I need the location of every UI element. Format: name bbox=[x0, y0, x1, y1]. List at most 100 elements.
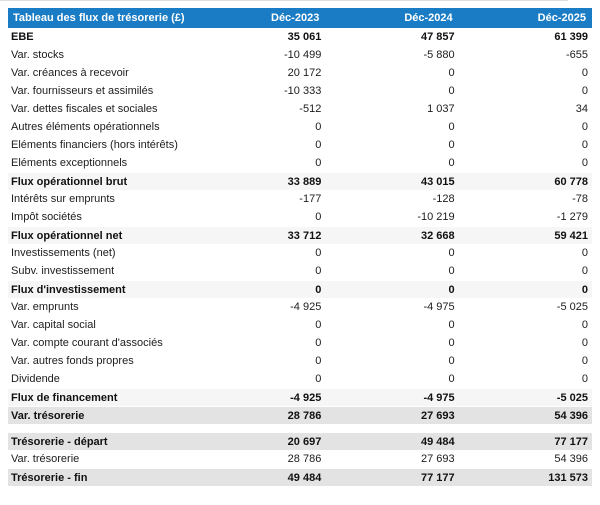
row-value: 0 bbox=[448, 157, 455, 169]
table-row: Intérêts sur emprunts -177 -128 -78 bbox=[8, 190, 592, 208]
row-value: 0 bbox=[448, 355, 455, 367]
row-value: 0 bbox=[448, 265, 455, 277]
row-value: 33 712 bbox=[287, 230, 322, 242]
row-value: 0 bbox=[448, 373, 455, 385]
row-value: 49 484 bbox=[421, 436, 455, 448]
row-label: Subv. investissement bbox=[11, 265, 115, 277]
row-value: 0 bbox=[315, 373, 322, 385]
row-value: 20 172 bbox=[287, 67, 322, 79]
row-value: 0 bbox=[581, 247, 588, 259]
row-value: 0 bbox=[581, 67, 588, 79]
row-value: -5 880 bbox=[423, 49, 455, 61]
row-value: 33 889 bbox=[287, 176, 322, 188]
row-value: 0 bbox=[448, 319, 455, 331]
row-label: Var. autres fonds propres bbox=[11, 355, 134, 367]
row-label: Investissements (net) bbox=[11, 247, 116, 259]
row-value: -4 975 bbox=[423, 301, 455, 313]
top-divider bbox=[0, 0, 568, 1]
row-value: 27 693 bbox=[421, 453, 455, 465]
row-value: 0 bbox=[448, 139, 455, 151]
table-row: Var. emprunts -4 925 -4 975 -5 025 bbox=[8, 298, 592, 316]
table-header-row: Tableau des flux de trésorerie (£) Déc-2… bbox=[8, 8, 592, 28]
table-row: Dividende 0 0 0 bbox=[8, 370, 592, 388]
column-header-dec-2024: Déc-2024 bbox=[404, 12, 453, 24]
row-value: 0 bbox=[448, 121, 455, 133]
row-value: 1 037 bbox=[427, 103, 455, 115]
row-label: Var. dettes fiscales et sociales bbox=[11, 103, 158, 115]
row-value: -4 975 bbox=[423, 392, 455, 404]
row-value: 49 484 bbox=[287, 472, 322, 484]
table-row: Var. trésorerie 28 786 27 693 54 396 bbox=[8, 450, 592, 468]
table-row: Var. autres fonds propres 0 0 0 bbox=[8, 352, 592, 370]
table-body: EBE 35 061 47 857 61 399 Var. stocks -10 499 -… bbox=[8, 28, 592, 486]
cashflow-table: Tableau des flux de trésorerie (£) Déc-2… bbox=[8, 8, 592, 486]
row-value: 61 399 bbox=[554, 31, 588, 43]
row-label: Var. fournisseurs et assimilés bbox=[11, 85, 154, 97]
row-value: 34 bbox=[575, 103, 588, 115]
row-value: -78 bbox=[572, 193, 588, 205]
row-value: 54 396 bbox=[554, 410, 588, 422]
row-value: 0 bbox=[581, 355, 588, 367]
row-value: 0 bbox=[448, 247, 455, 259]
row-value: 0 bbox=[581, 265, 588, 277]
row-value: 0 bbox=[581, 373, 588, 385]
row-value: 0 bbox=[315, 284, 322, 296]
table-row: Flux d'investissement 0 0 0 bbox=[8, 280, 592, 298]
row-label: Eléments financiers (hors intérêts) bbox=[11, 139, 178, 151]
row-value: 0 bbox=[448, 67, 455, 79]
row-label: Flux de financement bbox=[11, 392, 118, 404]
row-value: 35 061 bbox=[287, 31, 322, 43]
column-header-dec-2023: Déc-2023 bbox=[271, 12, 320, 24]
row-value: 0 bbox=[448, 85, 455, 97]
row-value: 0 bbox=[315, 157, 322, 169]
table-row: Var. compte courant d'associés 0 0 0 bbox=[8, 334, 592, 352]
row-value: 20 697 bbox=[287, 436, 322, 448]
row-label: Var. compte courant d'associés bbox=[11, 337, 163, 349]
row-value: -10 499 bbox=[284, 49, 322, 61]
table-row: Autres éléments opérationnels 0 0 0 bbox=[8, 118, 592, 136]
row-label: Var. emprunts bbox=[11, 301, 79, 313]
row-spacer bbox=[8, 424, 592, 432]
column-header-dec-2025: Déc-2025 bbox=[537, 12, 586, 24]
row-value: -4 925 bbox=[290, 301, 322, 313]
row-value: 0 bbox=[448, 337, 455, 349]
row-label: Flux opérationnel net bbox=[11, 230, 123, 242]
row-label: Flux d'investissement bbox=[11, 284, 126, 296]
table-row: Flux opérationnel net 33 712 32 668 59 421 bbox=[8, 226, 592, 244]
table-row: Impôt sociétés 0 -10 219 -1 279 bbox=[8, 208, 592, 226]
row-value: 0 bbox=[315, 355, 322, 367]
table-row: Flux de financement -4 925 -4 975 -5 025 bbox=[8, 388, 592, 406]
row-value: -512 bbox=[299, 103, 322, 115]
row-value: 77 177 bbox=[421, 472, 455, 484]
row-value: 0 bbox=[581, 121, 588, 133]
row-value: -4 925 bbox=[290, 392, 322, 404]
row-value: 0 bbox=[581, 337, 588, 349]
row-value: -128 bbox=[432, 193, 455, 205]
row-value: -10 333 bbox=[284, 85, 322, 97]
row-value: 0 bbox=[581, 284, 588, 296]
row-value: 47 857 bbox=[421, 31, 455, 43]
row-label: Flux opérationnel brut bbox=[11, 176, 128, 188]
row-label: Var. créances à recevoir bbox=[11, 67, 129, 79]
table-row: Var. stocks -10 499 -5 880 -655 bbox=[8, 46, 592, 64]
row-value: 0 bbox=[315, 265, 322, 277]
table-title: Tableau des flux de trésorerie (£) bbox=[13, 12, 185, 24]
row-value: -5 025 bbox=[556, 392, 588, 404]
table-row: Var. créances à recevoir 20 172 0 0 bbox=[8, 64, 592, 82]
row-value: -10 219 bbox=[417, 211, 455, 223]
row-value: 32 668 bbox=[421, 230, 455, 242]
row-label: Dividende bbox=[11, 373, 60, 385]
row-label: Impôt sociétés bbox=[11, 211, 82, 223]
row-value: -177 bbox=[299, 193, 322, 205]
row-value: 0 bbox=[581, 157, 588, 169]
table-row: Var. fournisseurs et assimilés -10 333 0 0 bbox=[8, 82, 592, 100]
row-label: Var. trésorerie bbox=[11, 453, 80, 465]
row-value: 0 bbox=[581, 319, 588, 331]
row-value: 0 bbox=[315, 319, 322, 331]
row-value: 131 573 bbox=[548, 472, 588, 484]
row-value: 0 bbox=[315, 139, 322, 151]
row-value: 0 bbox=[581, 85, 588, 97]
table-row: Var. dettes fiscales et sociales -512 1 03… bbox=[8, 100, 592, 118]
table-row: Trésorerie - fin 49 484 77 177 131 573 bbox=[8, 468, 592, 486]
table-row: Var. trésorerie 28 786 27 693 54 396 bbox=[8, 406, 592, 424]
